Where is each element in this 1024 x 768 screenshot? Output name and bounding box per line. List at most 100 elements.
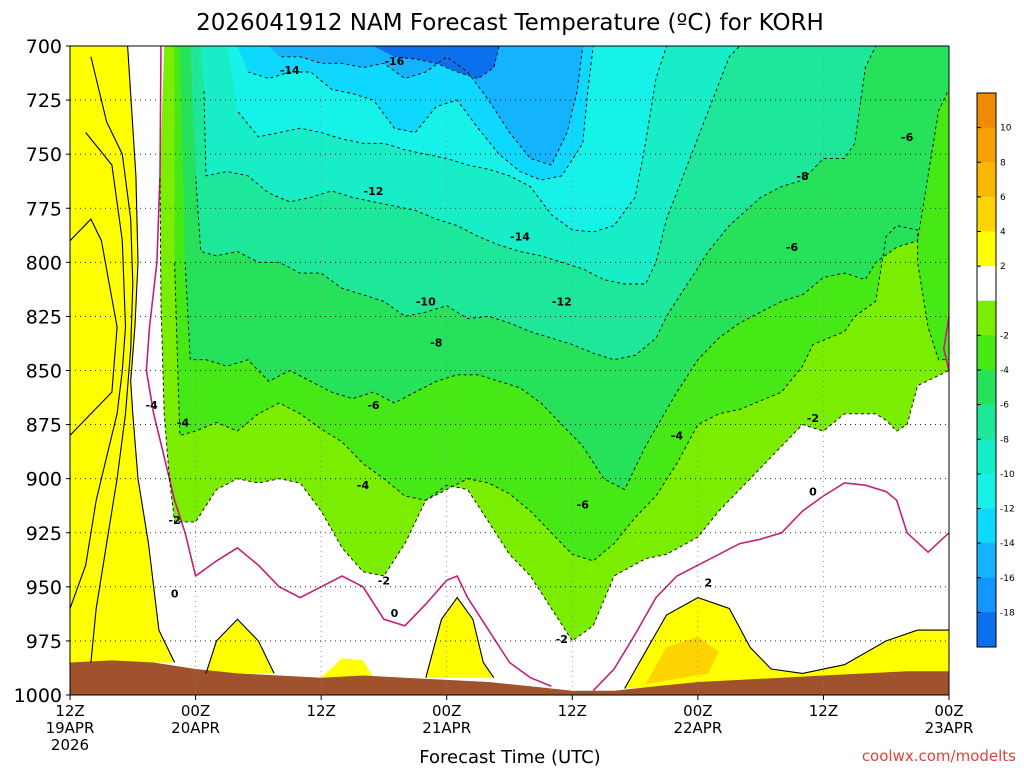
x-tick-12-line0: 00Z — [181, 702, 210, 720]
legend-label-4: 2 — [1000, 262, 1006, 272]
contour-label-7: -8 — [796, 170, 808, 183]
contour-le_m10 — [200, 45, 741, 285]
legend-swatch-6 — [977, 300, 996, 336]
region-le_m18 — [373, 46, 499, 79]
iso-2-b — [425, 596, 495, 679]
y-tick-850: 850 — [26, 361, 62, 383]
iso-2-a — [205, 618, 275, 674]
legend-label-0: 10 — [1000, 124, 1012, 134]
y-tick-875: 875 — [26, 415, 62, 437]
contour-label-text: -14 — [280, 64, 300, 77]
contour-label-text: -2 — [169, 514, 181, 527]
contour-label-5: -10 — [416, 295, 436, 308]
legend-label-7: -4 — [1000, 366, 1009, 376]
y-tick-975: 975 — [26, 631, 62, 653]
contour-label-text: -4 — [177, 416, 190, 429]
y-tick-800: 800 — [26, 252, 62, 274]
legend-label-13: -16 — [1000, 574, 1015, 584]
x-axis-label: Forecast Time (UTC) — [419, 747, 600, 768]
x-tick-24-line0: 12Z — [306, 702, 335, 720]
contour-label-text: -16 — [384, 55, 404, 68]
contour-label-2: -14 — [510, 230, 530, 243]
region-lump_b — [321, 658, 374, 678]
x-tick-12-line1: 20APR — [171, 719, 220, 737]
contour-label-text: -4 — [671, 429, 684, 442]
legend-label-9: -8 — [1000, 435, 1009, 445]
x-tick-72-line0: 12Z — [809, 702, 838, 720]
legend-label-10: -10 — [1000, 470, 1015, 480]
region-lump_d_inner — [645, 636, 719, 685]
contour-label-22: 0 — [809, 486, 817, 499]
contour-label-9: -6 — [577, 499, 590, 512]
contour-label-23: 2 — [704, 577, 712, 590]
legend-swatch-13 — [977, 543, 996, 579]
contour-label-19: -2 — [807, 412, 819, 425]
contour-label-10: -6 — [786, 241, 799, 254]
plot-area — [69, 45, 950, 695]
x-tick-36-line1: 21APR — [422, 719, 471, 737]
legend-swatch-11 — [977, 473, 996, 509]
contour-label-16: -2 — [169, 514, 181, 527]
legend-label-11: -12 — [1000, 505, 1015, 515]
contour-label-text: 0 — [391, 607, 399, 620]
contour-label-text: -6 — [786, 241, 799, 254]
x-tick-60-line1: 22APR — [673, 719, 722, 737]
color-legend: 10 8 6 4 2 -2 -4 -6 -8 -10 -12 -14 -16 -18 — [976, 92, 1015, 648]
x-tick-60-line0: 00Z — [683, 702, 712, 720]
contour-label-12: -4 — [146, 399, 159, 412]
legend-label-2: 6 — [1000, 193, 1006, 203]
legend-swatch-0 — [977, 93, 996, 129]
contour-le_m6 — [179, 45, 950, 491]
contour-label-15: -4 — [671, 429, 684, 442]
region-le_m16 — [268, 46, 583, 165]
contour-label-text: 0 — [171, 587, 179, 600]
x-tick-84-line1: 23APR — [925, 719, 974, 737]
iso-0-left — [145, 45, 552, 688]
contour-label-text: -4 — [146, 399, 159, 412]
x-tick-48-line0: 12Z — [558, 702, 587, 720]
legend-swatch-4 — [977, 231, 996, 267]
iso-2-left — [127, 45, 176, 663]
legend-label-3: 4 — [1000, 228, 1006, 238]
chart-title: 2026041912 NAM Forecast Temperature (ºC)… — [196, 10, 824, 36]
y-tick-900: 900 — [26, 469, 62, 491]
contour-label-3: -12 — [364, 185, 384, 198]
credit-text: coolwx.com/modelts — [862, 747, 1016, 765]
y-tick-750: 750 — [26, 144, 62, 166]
contour-label-text: -6 — [367, 399, 380, 412]
contour-label-0: -16 — [384, 55, 404, 68]
contour-label-1: -14 — [280, 64, 300, 77]
contour-label-text: -4 — [357, 479, 370, 492]
ground-surface — [70, 660, 949, 695]
iso-8-left — [69, 218, 118, 436]
contour-labels: -16 -14 -14 -12 -12 -10 -8 -8 -6 -6 -6 -6 -4 -4 -4 -4 -2… — [146, 55, 914, 646]
legend-swatch-3 — [977, 196, 996, 232]
contour-label-text: -6 — [901, 131, 914, 144]
x-tick-36-line0: 00Z — [432, 702, 461, 720]
contour-label-11: -6 — [901, 131, 914, 144]
contour-label-14: -4 — [357, 479, 370, 492]
legend-swatch-2 — [977, 162, 996, 198]
iso-2-c — [624, 596, 949, 689]
contour-label-text: -8 — [430, 336, 442, 349]
contour-label-text: -8 — [796, 170, 808, 183]
region-ge2 — [70, 46, 175, 663]
legend-swatch-12 — [977, 508, 996, 544]
contour-label-13: -4 — [177, 416, 190, 429]
contour-label-text: -14 — [510, 230, 530, 243]
legend-swatch-1 — [977, 127, 996, 163]
legend-swatch-14 — [977, 577, 996, 613]
contour-label-6: -8 — [430, 336, 442, 349]
contour-label-18: -2 — [556, 633, 568, 646]
contour-label-21: 0 — [391, 607, 399, 620]
contour-label-text: -2 — [556, 633, 568, 646]
contour-label-20: 0 — [171, 587, 179, 600]
x-tick-0-line0: 12Z — [55, 702, 84, 720]
iso-0-right — [592, 482, 950, 692]
contour-le_m14 — [237, 45, 594, 181]
y-tick-925: 925 — [26, 523, 62, 545]
contour-le_m2 — [159, 45, 950, 642]
contour-le_m8 — [190, 45, 877, 361]
